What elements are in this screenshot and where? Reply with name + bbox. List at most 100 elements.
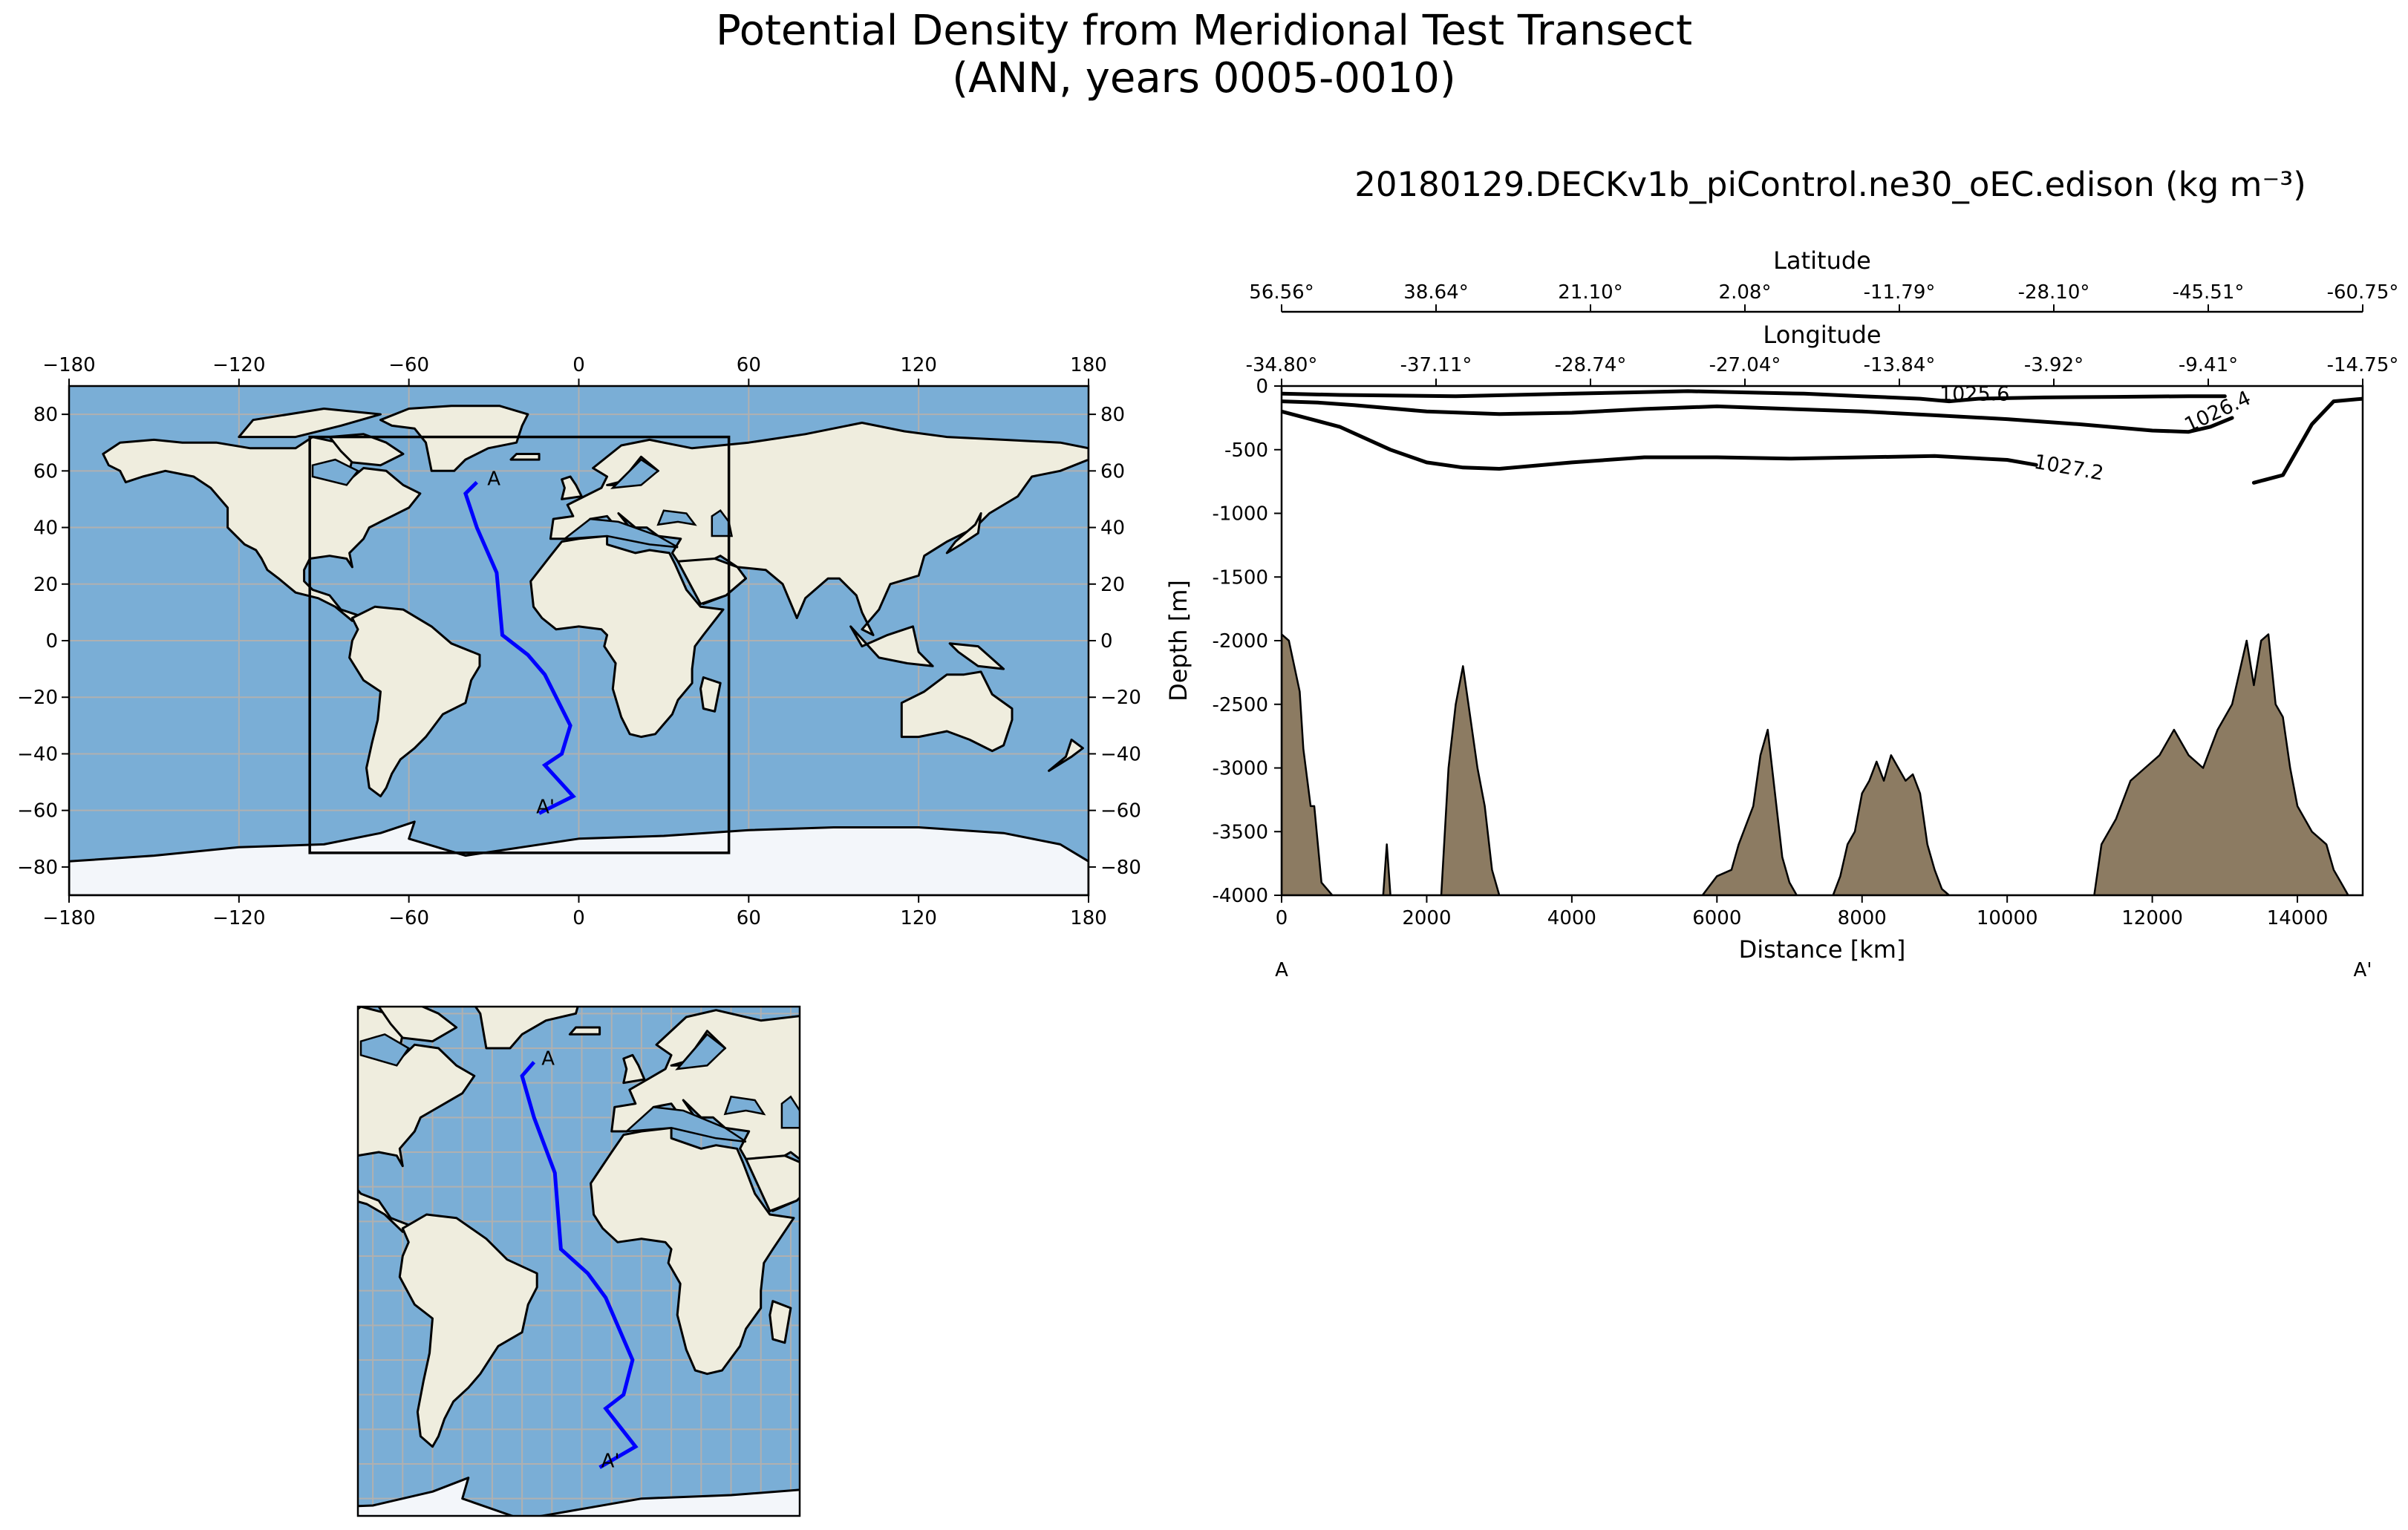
bathymetry-layer bbox=[1282, 633, 2363, 895]
y-tick-label: 0 bbox=[1256, 376, 1268, 398]
figure-title-line2: (ANN, years 0005-0010) bbox=[952, 54, 1456, 102]
zoom-transect-end-label: A' bbox=[601, 1451, 620, 1473]
left-lat-tick-label: −80 bbox=[17, 857, 58, 879]
left-lat-tick-label: 20 bbox=[33, 574, 58, 596]
contour-label: 1027.2 bbox=[2032, 451, 2105, 486]
zoom-map-grid bbox=[358, 1007, 800, 1516]
longitude-axis-label: Longitude bbox=[1763, 321, 1881, 349]
madagascar bbox=[769, 1300, 792, 1344]
australia bbox=[900, 670, 1014, 753]
left-lat-tick-label: −20 bbox=[17, 687, 58, 709]
bathymetry-fill bbox=[1282, 633, 2363, 895]
latitude-tick-label: 21.10° bbox=[1558, 281, 1622, 304]
zoom-transect-start-label: A bbox=[541, 1048, 555, 1070]
y-tick-label: -4000 bbox=[1212, 885, 1268, 907]
global-map: A A' −180 −180 −120 −120 −60 −60 0 0 60 60 120 120 1… bbox=[17, 354, 1141, 929]
zoom-map-frame bbox=[356, 1005, 801, 1517]
left-lat-tick-label: 60 bbox=[33, 460, 58, 483]
y-tick-label: -500 bbox=[1224, 439, 1268, 462]
mediterranean-sea bbox=[561, 517, 679, 549]
latitude-tick-label: -11.79° bbox=[1864, 281, 1936, 304]
top-lon-tick-label: 120 bbox=[900, 354, 937, 376]
right-lat-tick-label: −80 bbox=[1100, 857, 1141, 879]
indonesia bbox=[928, 1239, 1015, 1287]
top-lon-tick-label: 60 bbox=[737, 354, 761, 376]
japan bbox=[945, 512, 982, 555]
iceland bbox=[509, 453, 541, 461]
baffin bbox=[377, 1007, 458, 1043]
antarctica bbox=[69, 820, 1089, 895]
japan bbox=[1030, 1100, 1066, 1148]
greenland bbox=[474, 1007, 579, 1050]
left-lat-tick-label: 0 bbox=[45, 630, 58, 653]
arabia bbox=[745, 1154, 800, 1212]
bottom-lon-tick-label: −180 bbox=[42, 907, 95, 929]
section-ticks: 0 2000 4000 6000 8000 10000 12000 14000 0 -500 -10… bbox=[1212, 376, 2328, 929]
hudson-bay bbox=[311, 458, 359, 486]
africa bbox=[529, 534, 725, 739]
x-axis-label: Distance [km] bbox=[1739, 935, 1906, 964]
baltic-sea bbox=[675, 1033, 727, 1070]
x-tick-label: 14000 bbox=[2267, 907, 2329, 929]
x-tick-label: 4000 bbox=[1547, 907, 1596, 929]
y-tick-label: -2000 bbox=[1212, 630, 1268, 653]
zoom-land-masses bbox=[358, 1007, 1172, 1516]
top-lon-tick-label: −180 bbox=[42, 354, 95, 376]
antarctica bbox=[358, 1477, 800, 1516]
europe-asia bbox=[549, 422, 1089, 636]
right-lat-tick-label: 20 bbox=[1100, 574, 1125, 596]
right-lat-tick-label: −20 bbox=[1100, 687, 1141, 709]
latitude-tick-label: 2.08° bbox=[1719, 281, 1772, 304]
britain bbox=[622, 1053, 646, 1085]
baffin bbox=[328, 433, 405, 467]
bottom-lon-tick-label: 60 bbox=[737, 907, 761, 929]
bottom-lon-tick-label: 0 bbox=[572, 907, 585, 929]
x-tick-label: 8000 bbox=[1838, 907, 1887, 929]
top-lon-tick-label: −120 bbox=[212, 354, 265, 376]
panel-title: 20180129.DECKv1b_piControl.ne30_oEC.edis… bbox=[1354, 165, 2306, 204]
bottom-lon-tick-label: 120 bbox=[900, 907, 937, 929]
y-tick-label: -3000 bbox=[1212, 758, 1268, 780]
x-tick-label: 2000 bbox=[1402, 907, 1451, 929]
contour-1026.4 bbox=[1282, 399, 2234, 434]
contour-1025.6 bbox=[1282, 389, 2227, 404]
y-tick-label: -3500 bbox=[1212, 821, 1268, 843]
x-tick-label: 12000 bbox=[2121, 907, 2183, 929]
arctic-islands bbox=[238, 408, 382, 439]
zoom-region-box bbox=[308, 435, 731, 854]
longitude-tick-label: -37.11° bbox=[1400, 354, 1472, 376]
left-lat-tick-label: −40 bbox=[17, 743, 58, 765]
contour-label: 1026.4 bbox=[2181, 387, 2254, 437]
zoom-transect-line bbox=[520, 1061, 639, 1469]
new-zealand bbox=[1048, 738, 1084, 772]
transect-line bbox=[463, 480, 576, 815]
left-lat-tick-label: −60 bbox=[17, 800, 58, 823]
density-contours bbox=[1282, 389, 2363, 485]
mediterranean-sea bbox=[624, 1105, 747, 1143]
y-axis-label: Depth [m] bbox=[1164, 580, 1192, 702]
bottom-lon-tick-label: −120 bbox=[212, 907, 265, 929]
top-lon-tick-label: −60 bbox=[388, 354, 429, 376]
latitude-axis-label: Latitude bbox=[1773, 246, 1871, 275]
zoom-map: A A' bbox=[356, 1005, 1172, 1517]
latitude-tick-label: -60.75° bbox=[2327, 281, 2399, 304]
black-sea bbox=[723, 1095, 766, 1116]
new-guinea bbox=[1033, 1260, 1089, 1291]
longitude-tick-label: -14.75° bbox=[2327, 354, 2399, 376]
right-lat-tick-label: 40 bbox=[1100, 517, 1125, 540]
bottom-lon-tick-label: 180 bbox=[1070, 907, 1107, 929]
longitude-tick-label: -27.04° bbox=[1709, 354, 1781, 376]
madagascar bbox=[699, 676, 722, 713]
longitude-tick-label: -9.41° bbox=[2179, 354, 2238, 376]
endpoint-label-start: A bbox=[1275, 959, 1288, 981]
new-zealand bbox=[1137, 1377, 1172, 1415]
right-lat-tick-label: 60 bbox=[1100, 460, 1125, 483]
x-tick-label: 10000 bbox=[1977, 907, 2038, 929]
latitude-tick-label: 56.56° bbox=[1249, 281, 1314, 304]
endpoint-label-end: A' bbox=[2354, 959, 2372, 981]
bottom-lon-tick-label: −60 bbox=[388, 907, 429, 929]
new-guinea bbox=[948, 642, 1005, 670]
contour-1027.2 bbox=[1282, 409, 2038, 471]
latitude-tick-label: 38.64° bbox=[1403, 281, 1468, 304]
